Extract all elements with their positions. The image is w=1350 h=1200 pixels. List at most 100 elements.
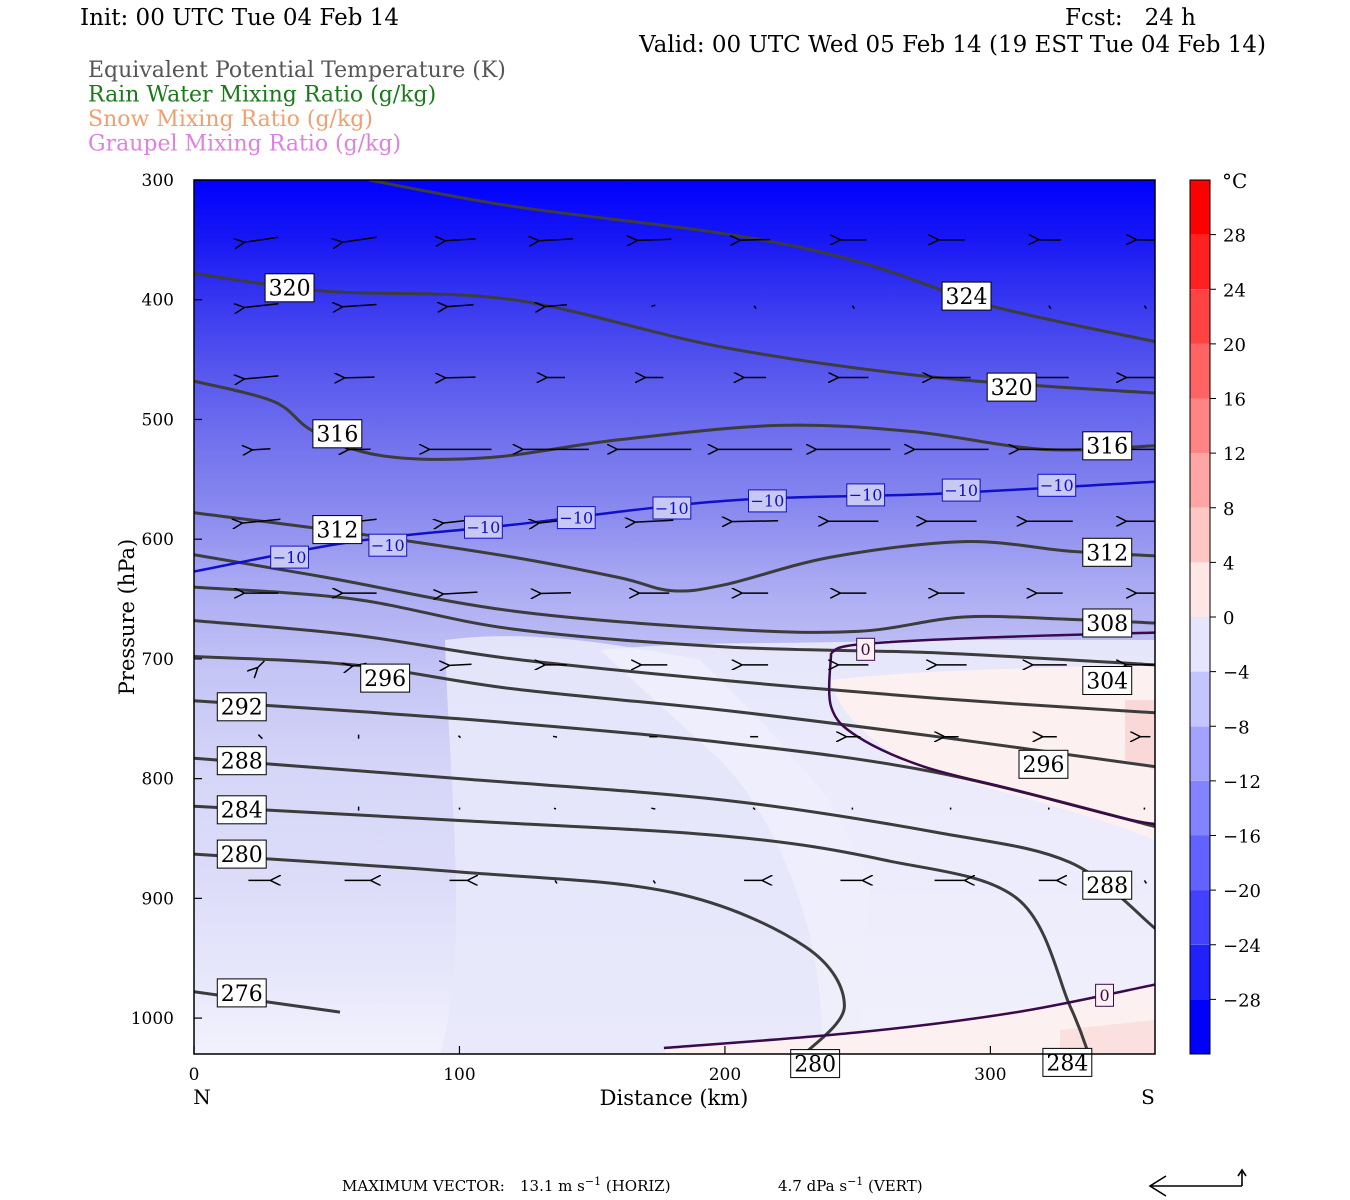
theta-e-contour-320 [194,271,1155,395]
svg-text:−10: −10 [371,536,405,555]
axes: 0 100 200 300 N S 300 400 500 600 700 800 900 1000 [131,171,1155,1109]
svg-text:−10: −10 [849,486,883,505]
colorbar-unit: °C [1222,169,1247,193]
x-tick-label: 0 [189,1065,200,1085]
theta-e-contour-324 [368,180,1155,344]
isotherm-label: −10 [368,533,408,557]
theta-e-label: 284 [1042,1047,1093,1077]
y-axis-title: Pressure (hPa) [115,539,139,695]
wind-vector [446,305,474,307]
svg-text:312: 312 [1086,541,1128,566]
temperature-colorbar: 28 24 20 16 12 8 4 0 −4 −8 −12 −16 −20 −24 −28 [1189,179,1261,1055]
wind-vector [457,735,462,739]
svg-text:316: 316 [316,423,358,448]
colorbar-swatch [1190,890,1210,945]
isotherm-label: −10 [270,545,310,569]
legend-entry: Equivalent Potential Temperature (K) [88,58,506,83]
svg-text:4.7 dPa s−1 (VERT): 4.7 dPa s−1 (VERT) [778,1175,923,1195]
svg-text:−10: −10 [751,492,785,511]
theta-e-label: 312 [312,515,363,545]
horiz-tag: (HORIZ) [601,1177,671,1195]
wind-vector [730,521,779,522]
isotherm-label: −10 [941,478,981,502]
colorbar-swatch [1190,453,1210,508]
theta-e-label: 312 [1082,537,1133,567]
wind-vector [552,735,558,738]
max-vector-footer: MAXIMUM VECTOR: 13.1 m s−1 (HORIZ) 4.7 d… [342,1175,923,1195]
vert-exponent: −1 [847,1175,863,1188]
init-time: Init: 00 UTC Tue 04 Feb 14 [80,5,399,31]
isotherm-zero [827,652,1155,826]
plot-frame [193,179,1156,1055]
wind-vector [635,239,672,240]
x-tick-label: 200 [709,1065,741,1085]
theta-e-label: 276 [216,978,267,1008]
colorbar-swatch [1190,617,1210,672]
colorbar-label: 4 [1223,553,1234,574]
wind-vector [444,377,476,378]
theta-e-contours [194,180,1155,1054]
contour-labels: 320 324 320 316 316 312 312 308 296 304 292 288 296 2… [216,273,1133,1079]
svg-text:−10: −10 [1040,476,1074,495]
wind-vector [444,239,476,241]
svg-text:296: 296 [364,667,406,692]
colorbar-swatch [1190,999,1210,1054]
svg-text:13.1 m s−1 (HORIZ): 13.1 m s−1 (HORIZ) [520,1175,671,1195]
svg-text:−10: −10 [559,508,593,527]
wind-vector [442,592,478,594]
isotherm-label: −10 [556,506,596,530]
wind-vector [752,807,756,811]
svg-text:−10: −10 [944,481,978,500]
y-tick-label: 400 [142,291,174,311]
wind-vector [240,519,281,523]
wind-vector [753,305,757,310]
theta-e-label: 288 [1082,870,1133,900]
colorbar-label: −12 [1223,772,1261,793]
colorbar-label: −8 [1223,717,1250,738]
theta-e-contour-308 [194,553,1155,634]
theta-e-contour-280 [194,852,846,1054]
colorbar-label: −24 [1223,936,1261,957]
theta-e-label: 296 [360,663,411,693]
valid-time: Valid: 00 UTC Wed 05 Feb 14 (19 EST Tue … [638,32,1266,58]
colorbar-label: 20 [1223,335,1246,356]
wind-vector [539,593,572,594]
north-label: N [193,1085,211,1109]
y-tick-label: 800 [142,770,174,790]
colorbar-swatch [1190,289,1210,344]
svg-text:284: 284 [1046,1051,1088,1076]
max-vector-label: MAXIMUM VECTOR: [342,1177,505,1195]
horiz-exponent: −1 [585,1175,601,1188]
colorbar-label: 24 [1223,280,1246,301]
svg-text:292: 292 [221,696,263,721]
isotherm-label: −10 [652,496,692,520]
colorbar-swatch [1190,507,1210,563]
y-tick-label: 600 [142,530,174,550]
wind-vector [448,664,472,665]
svg-text:0: 0 [861,640,871,659]
wind-vector [256,660,265,669]
svg-text:316: 316 [1086,435,1128,460]
south-label: S [1141,1085,1155,1109]
wind-vector [553,807,557,810]
legend-entry: Snow Mixing Ratio (g/kg) [88,107,373,132]
isotherm-label: 0 [856,637,876,661]
x-tick-label: 100 [443,1065,475,1085]
x-axis-title: Distance (km) [600,1086,749,1110]
svg-text:288: 288 [221,750,263,775]
colorbar-swatch [1190,944,1210,1000]
isotherm-label: −10 [748,489,787,513]
colorbar-swatch [1190,180,1210,235]
wind-vector [537,239,574,241]
colorbar-label: 16 [1223,390,1246,411]
wind-vector [652,879,656,884]
wind-vector [543,305,568,307]
svg-text:304: 304 [1086,669,1128,694]
theta-e-label: 292 [216,692,267,722]
colorbar-swatch [1190,398,1210,454]
wind-vector [554,879,558,884]
theta-e-contour-316 [194,379,1155,461]
isotherm-zero [663,983,1155,1050]
wind-vector [242,304,279,308]
